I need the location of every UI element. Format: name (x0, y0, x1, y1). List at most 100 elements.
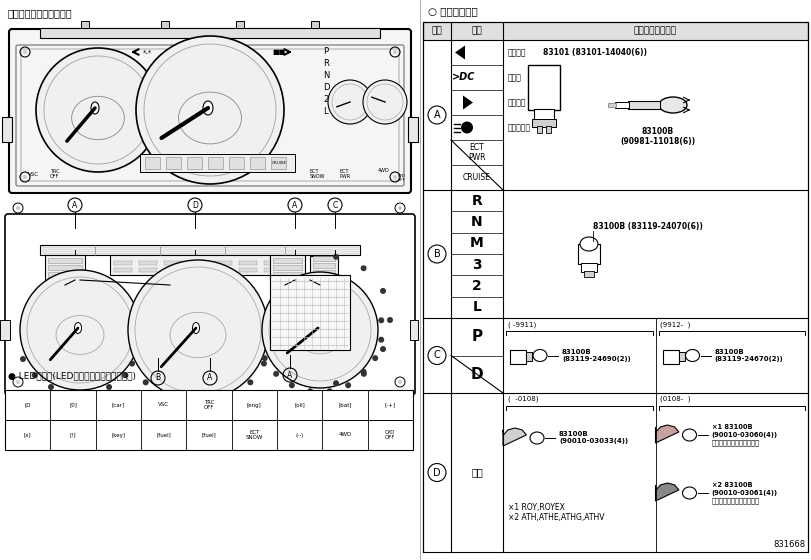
Ellipse shape (683, 429, 697, 441)
Bar (48, 265, 82, 270)
Bar (537, 126, 542, 133)
Circle shape (23, 175, 27, 179)
Bar (273, 258, 302, 263)
Bar (311, 21, 319, 28)
Bar (532, 119, 556, 127)
Text: O/D
OFF: O/D OFF (385, 430, 396, 440)
Ellipse shape (91, 102, 99, 114)
Bar (526, 352, 532, 361)
Circle shape (372, 355, 378, 361)
Text: [fuel]: [fuel] (157, 432, 171, 437)
Bar (270, 275, 350, 350)
Circle shape (143, 379, 148, 385)
Bar (110, 255, 270, 275)
Circle shape (87, 390, 93, 396)
Circle shape (106, 384, 112, 390)
Text: [fuel]: [fuel] (202, 432, 217, 437)
Text: [D: [D (24, 403, 31, 408)
Text: M: M (470, 236, 484, 250)
Text: TRC
OFF: TRC OFF (50, 169, 59, 179)
Text: C: C (333, 200, 337, 209)
Bar (114, 261, 132, 265)
Text: ハイビーム: ハイビーム (508, 123, 531, 132)
Text: [key]: [key] (111, 432, 126, 437)
Bar (608, 103, 616, 107)
Text: (--): (--) (295, 432, 304, 437)
Bar (161, 21, 169, 28)
Circle shape (140, 337, 146, 343)
Bar (40, 28, 380, 38)
Circle shape (398, 380, 402, 384)
Circle shape (129, 361, 135, 367)
Bar (270, 255, 305, 280)
Circle shape (398, 206, 402, 210)
Bar (264, 268, 282, 272)
Text: >DC: >DC (453, 72, 476, 82)
Circle shape (32, 372, 38, 378)
Circle shape (268, 315, 274, 321)
Bar (273, 265, 302, 270)
Text: ×1 ROY,ROYEX
×2 ATH,ATHE,ATHG,ATHV: ×1 ROY,ROYEX ×2 ATH,ATHE,ATHG,ATHV (508, 503, 604, 522)
Bar (546, 126, 551, 133)
Circle shape (393, 50, 397, 54)
Text: P: P (471, 329, 483, 344)
Bar (615, 102, 629, 108)
Bar (313, 256, 335, 261)
Bar (208, 157, 223, 169)
Text: 83100B (83119-24070(6)): 83100B (83119-24070(6)) (593, 222, 703, 231)
Bar (528, 65, 560, 110)
Bar (214, 261, 232, 265)
Ellipse shape (203, 101, 213, 115)
Polygon shape (503, 428, 526, 446)
Circle shape (333, 254, 339, 260)
Text: A: A (208, 374, 212, 382)
Bar (250, 157, 265, 169)
Circle shape (16, 206, 20, 210)
Text: [oil]: [oil] (294, 403, 305, 408)
Circle shape (48, 384, 54, 390)
Bar (166, 157, 181, 169)
Circle shape (393, 175, 397, 179)
Text: *-*: *-* (143, 49, 152, 55)
Bar (187, 157, 202, 169)
Polygon shape (655, 483, 679, 501)
Circle shape (378, 318, 384, 323)
Text: (  -0108): ( -0108) (508, 396, 539, 403)
Text: ECT
SNOW: ECT SNOW (310, 169, 325, 179)
Text: CRUISE: CRUISE (463, 173, 491, 182)
Bar (81, 21, 89, 28)
Text: L: L (323, 107, 328, 116)
Circle shape (361, 265, 367, 271)
Bar (239, 261, 257, 265)
Text: 83100B
(83119-24670(2)): 83100B (83119-24670(2)) (714, 349, 783, 362)
Text: 4WD: 4WD (338, 432, 352, 437)
Bar (214, 268, 232, 272)
Bar (236, 21, 244, 28)
Text: 形状、品名コード: 形状、品名コード (634, 26, 677, 35)
Text: [bat]: [bat] (338, 403, 352, 408)
Bar (410, 320, 418, 340)
Text: 記号: 記号 (431, 26, 442, 35)
Bar (0, 320, 10, 340)
Text: C: C (434, 351, 440, 361)
Bar (264, 261, 282, 265)
Text: D: D (433, 468, 441, 478)
Bar (273, 272, 302, 277)
Text: 3: 3 (472, 258, 482, 272)
Ellipse shape (580, 237, 598, 251)
Bar (164, 261, 182, 265)
Ellipse shape (530, 432, 544, 444)
Text: 83100B
(83119-24690(2)): 83100B (83119-24690(2)) (562, 349, 631, 362)
Circle shape (122, 372, 128, 378)
Text: ■■: ■■ (272, 49, 285, 55)
Bar (679, 352, 684, 361)
Circle shape (378, 337, 384, 343)
Text: R: R (323, 59, 329, 68)
Text: A: A (287, 371, 293, 380)
Text: テール: テール (508, 73, 521, 82)
Bar (164, 268, 182, 272)
Ellipse shape (685, 349, 700, 362)
Bar (189, 268, 207, 272)
Text: ×1 83100B
(90010-03060(4))
ソケット色：ワインレッド: ×1 83100B (90010-03060(4)) ソケット色：ワインレッド (711, 424, 778, 446)
Text: A: A (72, 200, 78, 209)
